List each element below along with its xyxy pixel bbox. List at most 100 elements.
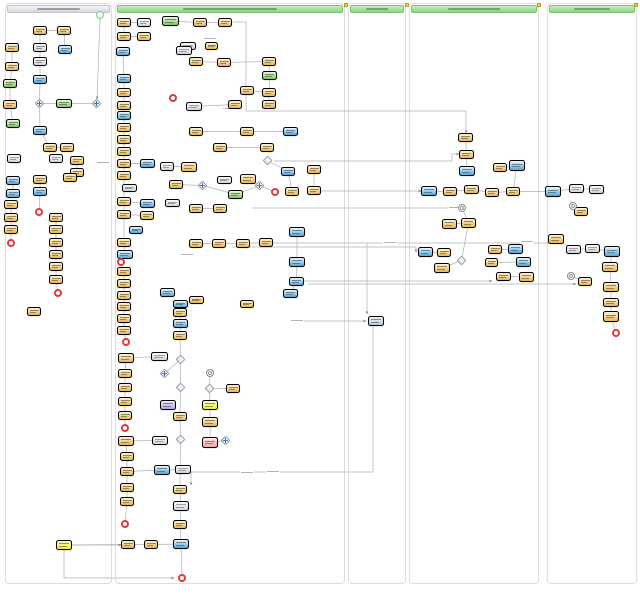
task-node[interactable] [4,200,18,209]
task-node[interactable] [117,197,131,206]
task-node[interactable] [493,163,507,172]
task-node[interactable] [202,437,218,448]
annotation-node[interactable] [122,184,137,192]
task-node[interactable] [117,18,131,27]
task-node[interactable] [461,218,476,228]
task-node[interactable] [289,257,305,267]
task-node[interactable] [262,88,276,97]
task-node[interactable] [307,186,321,195]
task-node[interactable] [578,277,592,286]
task-node[interactable] [602,262,618,272]
task-node[interactable] [118,436,134,446]
task-node[interactable] [236,239,250,248]
task-node[interactable] [49,225,63,234]
task-node[interactable] [173,319,188,328]
task-node[interactable] [289,277,304,286]
task-node[interactable] [6,189,20,198]
task-node[interactable] [160,400,176,410]
annotation-node[interactable] [186,102,202,111]
gateway-parallel[interactable] [220,435,231,446]
end-event[interactable] [7,239,15,247]
task-node[interactable] [33,57,47,66]
task-node[interactable] [117,159,131,168]
task-node[interactable] [117,74,131,83]
task-node[interactable] [181,162,197,172]
task-node[interactable] [118,369,132,378]
task-node[interactable] [117,147,131,156]
task-node[interactable] [488,245,502,254]
task-node[interactable] [63,173,77,182]
task-node[interactable] [458,133,473,142]
end-event[interactable] [271,188,279,196]
task-node[interactable] [117,32,131,41]
task-node[interactable] [283,127,298,136]
annotation-node[interactable] [160,162,174,171]
annotation-node[interactable] [49,154,63,163]
task-node[interactable] [485,258,498,267]
task-node[interactable] [5,62,19,71]
task-node[interactable] [58,45,72,54]
task-node[interactable] [5,43,19,52]
gateway-parallel[interactable] [34,98,45,109]
annotation-node[interactable] [589,185,604,194]
task-node[interactable] [117,267,131,276]
task-node[interactable] [4,213,18,222]
task-node[interactable] [262,71,277,80]
task-node[interactable] [144,540,158,549]
task-node[interactable] [205,42,218,50]
task-node[interactable] [140,159,155,168]
task-node[interactable] [603,298,619,307]
end-event[interactable] [35,208,43,216]
task-node[interactable] [421,186,437,196]
end-event[interactable] [117,258,125,266]
task-node[interactable] [116,47,130,56]
task-node[interactable] [57,26,71,35]
task-node[interactable] [434,263,450,273]
task-node[interactable] [27,307,41,316]
task-node[interactable] [117,171,131,180]
end-event[interactable] [178,574,186,582]
task-node[interactable] [189,239,203,248]
task-node[interactable] [33,75,47,84]
gateway-exclusive[interactable] [456,255,467,266]
intermediate-event[interactable] [206,369,214,377]
task-node[interactable] [307,165,321,174]
task-node[interactable] [285,187,299,196]
task-node[interactable] [509,160,525,171]
gateway-exclusive[interactable] [175,354,186,365]
task-node[interactable] [117,123,131,132]
task-node[interactable] [173,300,188,308]
task-node[interactable] [3,79,17,88]
task-node[interactable] [212,239,226,248]
task-node[interactable] [49,213,63,222]
task-node[interactable] [442,219,457,229]
task-node[interactable] [202,400,218,410]
annotation-node[interactable] [173,501,189,511]
task-node[interactable] [117,135,131,144]
annotation-node[interactable] [137,18,151,27]
gateway-exclusive[interactable] [262,155,273,166]
task-node[interactable] [118,397,132,406]
task-node[interactable] [160,288,175,297]
task-node[interactable] [496,272,511,281]
task-node[interactable] [33,187,47,196]
gateway-exclusive[interactable] [204,383,215,394]
task-node[interactable] [162,16,179,26]
end-event[interactable] [121,520,129,528]
task-node[interactable] [117,279,131,288]
task-node[interactable] [33,26,47,35]
task-node[interactable] [173,485,187,494]
task-node[interactable] [33,43,47,52]
task-node[interactable] [193,18,207,27]
task-node[interactable] [137,32,151,41]
task-node[interactable] [140,211,154,220]
task-node[interactable] [262,100,276,109]
task-node[interactable] [437,248,451,257]
intermediate-event[interactable] [458,204,466,212]
task-node[interactable] [117,291,131,300]
task-node[interactable] [118,411,132,420]
task-node[interactable] [240,174,256,184]
task-node[interactable] [33,175,47,184]
gateway-parallel[interactable] [254,180,265,191]
task-node[interactable] [49,238,63,247]
